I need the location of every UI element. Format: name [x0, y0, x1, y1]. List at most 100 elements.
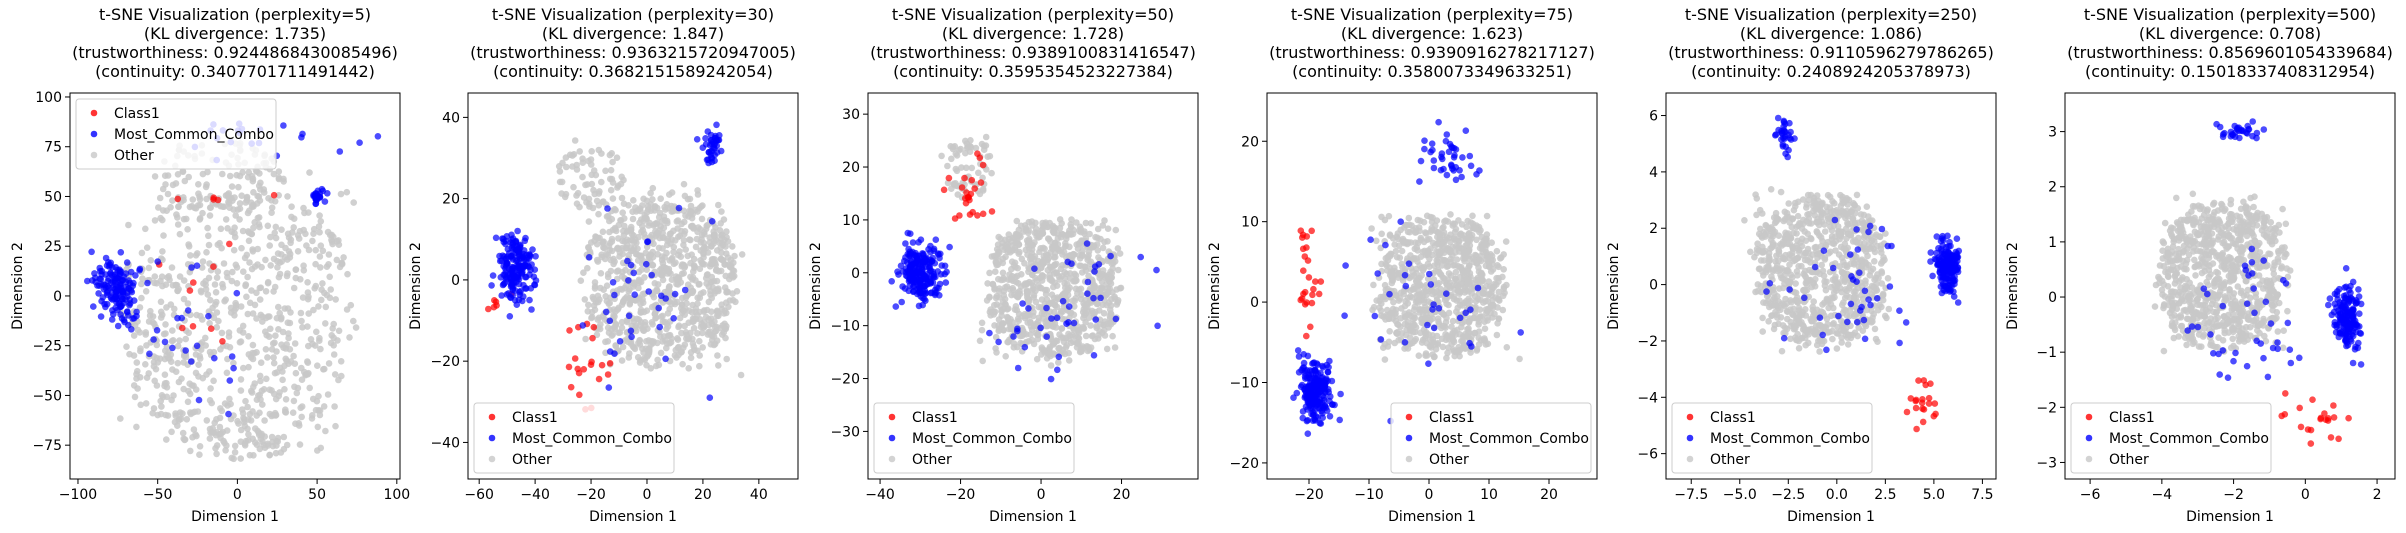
most-common-combo-point	[1401, 271, 1409, 279]
y-tick-label: 0	[851, 266, 860, 282]
other-point	[699, 344, 706, 351]
y-tick-label: 20	[1241, 134, 1259, 150]
other-point	[175, 203, 182, 211]
other-point	[1436, 291, 1444, 299]
class1-point	[174, 195, 182, 203]
most-common-combo-point	[1090, 294, 1097, 302]
other-point	[1013, 217, 1021, 225]
other-point	[213, 324, 221, 331]
other-point	[1012, 263, 1019, 271]
other-point	[581, 296, 589, 303]
class1-point	[589, 334, 596, 342]
other-point	[133, 375, 140, 382]
other-point	[642, 214, 650, 222]
other-point	[305, 246, 313, 254]
other-point	[1413, 278, 1420, 285]
other-point	[1092, 308, 1099, 316]
other-point	[1000, 276, 1007, 283]
other-point	[307, 336, 315, 343]
other-point	[316, 337, 323, 345]
other-point	[117, 415, 124, 422]
legend-label: Class1	[1429, 410, 1475, 426]
other-point	[692, 305, 700, 312]
other-point	[993, 301, 1001, 308]
other-point	[257, 186, 264, 193]
most-common-combo-point	[1320, 394, 1328, 402]
other-point	[649, 184, 657, 192]
other-point	[273, 348, 280, 355]
other-point	[1430, 262, 1438, 270]
other-point	[1468, 285, 1475, 293]
other-point	[192, 252, 200, 259]
other-point	[1404, 255, 1411, 262]
other-point	[1015, 317, 1022, 325]
class1-point	[1312, 278, 1319, 285]
y-tick-label: 10	[1241, 215, 1259, 231]
other-point	[609, 195, 617, 202]
class1-point	[988, 208, 996, 215]
other-point	[606, 228, 613, 236]
other-point	[664, 235, 672, 243]
most-common-combo-point	[1421, 145, 1428, 153]
most-common-combo-point	[909, 248, 916, 256]
other-point	[228, 183, 236, 190]
most-common-combo-point	[95, 290, 102, 297]
other-point	[715, 362, 722, 369]
other-point	[668, 335, 675, 342]
other-point	[272, 223, 280, 231]
other-point	[202, 277, 209, 285]
other-point	[680, 180, 688, 188]
other-point	[157, 298, 165, 306]
other-point	[591, 285, 599, 292]
other-point	[687, 209, 694, 217]
class1-point	[226, 240, 233, 248]
other-point	[248, 172, 256, 180]
other-point	[244, 403, 251, 411]
most-common-combo-point	[211, 354, 218, 362]
other-point	[1036, 284, 1044, 292]
other-point	[639, 227, 647, 234]
other-point	[253, 289, 260, 297]
other-point	[1441, 278, 1448, 285]
other-point	[230, 412, 237, 419]
other-point	[275, 168, 283, 175]
most-common-combo-point	[946, 243, 953, 251]
most-common-combo-point	[123, 259, 131, 266]
other-point	[159, 393, 167, 401]
most-common-combo-point	[499, 281, 507, 289]
other-point	[1829, 335, 1836, 343]
other-point	[199, 209, 206, 217]
other-point	[315, 392, 322, 400]
other-point	[1405, 214, 1413, 222]
other-point	[249, 341, 257, 349]
other-point	[225, 329, 233, 336]
other-point	[642, 338, 650, 345]
x-tick-label: −20	[946, 487, 976, 503]
most-common-combo-point	[1019, 300, 1026, 307]
other-point	[256, 197, 264, 204]
other-point	[325, 251, 333, 258]
legend-label: Class1	[912, 410, 958, 426]
other-point	[1030, 308, 1037, 316]
other-point	[649, 253, 657, 261]
x-tick-label: −20	[576, 487, 606, 503]
other-point	[123, 343, 130, 351]
other-point	[1098, 278, 1106, 285]
other-point	[1381, 340, 1389, 348]
legend-label: Other	[1429, 452, 1469, 468]
other-point	[663, 344, 670, 352]
other-point	[352, 324, 360, 331]
other-point	[268, 433, 276, 441]
most-common-combo-point	[226, 377, 234, 384]
other-point	[1388, 269, 1396, 276]
other-point	[264, 354, 271, 361]
other-point	[163, 384, 171, 391]
other-point	[1477, 275, 1484, 283]
most-common-combo-point	[1337, 390, 1344, 398]
other-point	[236, 172, 244, 180]
subplot-2: t-SNE Visualization (perplexity=30) (KL d…	[408, 5, 799, 525]
most-common-combo-point	[1321, 382, 1329, 390]
most-common-combo-point	[631, 291, 638, 299]
other-point	[216, 239, 223, 247]
other-point	[1080, 325, 1088, 332]
